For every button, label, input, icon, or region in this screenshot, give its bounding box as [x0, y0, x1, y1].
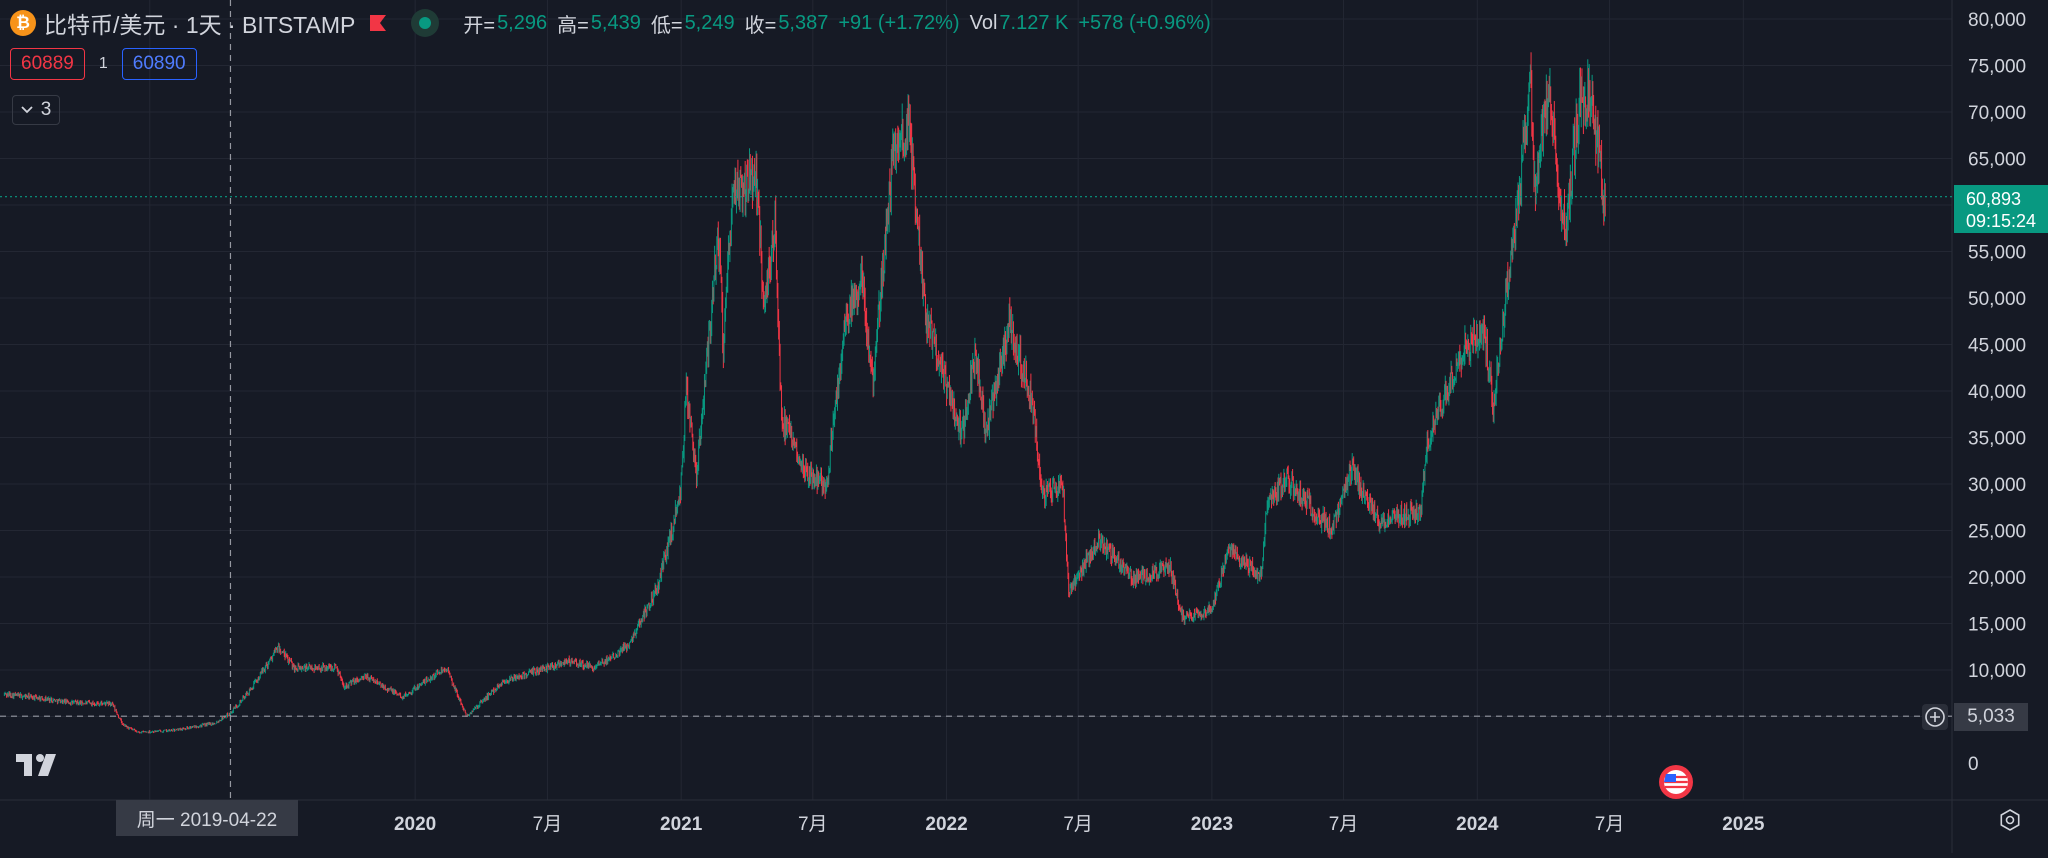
- last-price-label: 60,893 09:15:24: [1954, 185, 2048, 233]
- x-tick-label: 7月: [1329, 814, 1359, 835]
- status-dot-icon: [411, 9, 440, 37]
- low-value: 5,249: [684, 11, 735, 34]
- spread-value: 1: [98, 55, 108, 72]
- y-tick-label: 10,000: [1968, 661, 2026, 682]
- x-tick-label: 2024: [1456, 814, 1499, 835]
- flag-icon[interactable]: [369, 14, 387, 32]
- plus-circle-icon[interactable]: [1922, 704, 1948, 730]
- y-tick-label: 45,000: [1968, 336, 2026, 357]
- y-tick-label: 15,000: [1968, 615, 2026, 636]
- open-value: 5,296: [497, 11, 548, 34]
- volume-label: Vol: [969, 11, 998, 34]
- y-tick-label: 30,000: [1968, 475, 2026, 496]
- bitcoin-icon: ₿: [10, 10, 36, 36]
- chevron-down-icon: [21, 106, 33, 114]
- low-label: 低=: [650, 14, 683, 37]
- x-tick-label: 2021: [660, 814, 703, 835]
- x-tick-label: 2020: [394, 814, 436, 835]
- high-label: 高=: [557, 14, 589, 37]
- volume-change: +578 (+0.96%): [1078, 11, 1211, 34]
- tradingview-logo-icon[interactable]: [16, 752, 64, 778]
- bar-countdown: 09:15:24: [1966, 211, 2037, 231]
- x-tick-label: 2025: [1722, 814, 1765, 835]
- y-tick-label: 35,000: [1968, 429, 2026, 450]
- gear-icon[interactable]: [1998, 808, 2022, 832]
- indicators-count: 3: [40, 99, 52, 120]
- y-tick-label: 65,000: [1968, 150, 2026, 171]
- x-tick-label: 7月: [798, 814, 828, 835]
- buy-button[interactable]: 60890: [121, 48, 197, 80]
- y-tick-label: 55,000: [1968, 243, 2026, 264]
- volume-value: 7.127 K: [999, 11, 1069, 34]
- y-tick-label: 75,000: [1968, 57, 2026, 78]
- crosshair-price-label: 5,033: [1954, 703, 2028, 731]
- y-tick-label: 0: [1968, 754, 1979, 775]
- y-tick-label: 50,000: [1968, 289, 2026, 310]
- x-tick-label: 7月: [1595, 814, 1625, 835]
- y-tick-label: 20,000: [1968, 568, 2026, 589]
- crosshair-date-label: 周一 2019-04-22: [116, 800, 298, 836]
- high-value: 5,439: [590, 11, 641, 34]
- indicators-toggle[interactable]: 3: [12, 95, 60, 125]
- close-value: 5,387: [778, 11, 829, 34]
- sell-button[interactable]: 60889: [10, 48, 85, 80]
- open-label: 开=: [463, 14, 496, 37]
- us-flag-icon[interactable]: [1658, 764, 1694, 800]
- legend: ₿ 比特币/美元 · 1天 · BITSTAMP 开= 5,296 高= 5,4…: [10, 8, 1221, 38]
- x-tick-label: 7月: [1063, 814, 1093, 835]
- symbol-title[interactable]: 比特币/美元 · 1天 · BITSTAMP: [44, 12, 356, 38]
- last-price-value: 60,893: [1966, 189, 2022, 209]
- x-tick-label: 2022: [925, 814, 967, 835]
- close-label: 收=: [744, 14, 777, 37]
- order-panel: 60889 1 60890: [10, 48, 197, 80]
- y-tick-label: 25,000: [1968, 522, 2026, 543]
- y-tick-label: 70,000: [1968, 103, 2026, 124]
- y-tick-label: 40,000: [1968, 382, 2026, 403]
- x-tick-label: 7月: [533, 814, 563, 835]
- y-tick-label: 80,000: [1968, 10, 2026, 31]
- change-value: +91 (+1.72%): [838, 11, 960, 34]
- x-tick-label: 2023: [1191, 814, 1233, 835]
